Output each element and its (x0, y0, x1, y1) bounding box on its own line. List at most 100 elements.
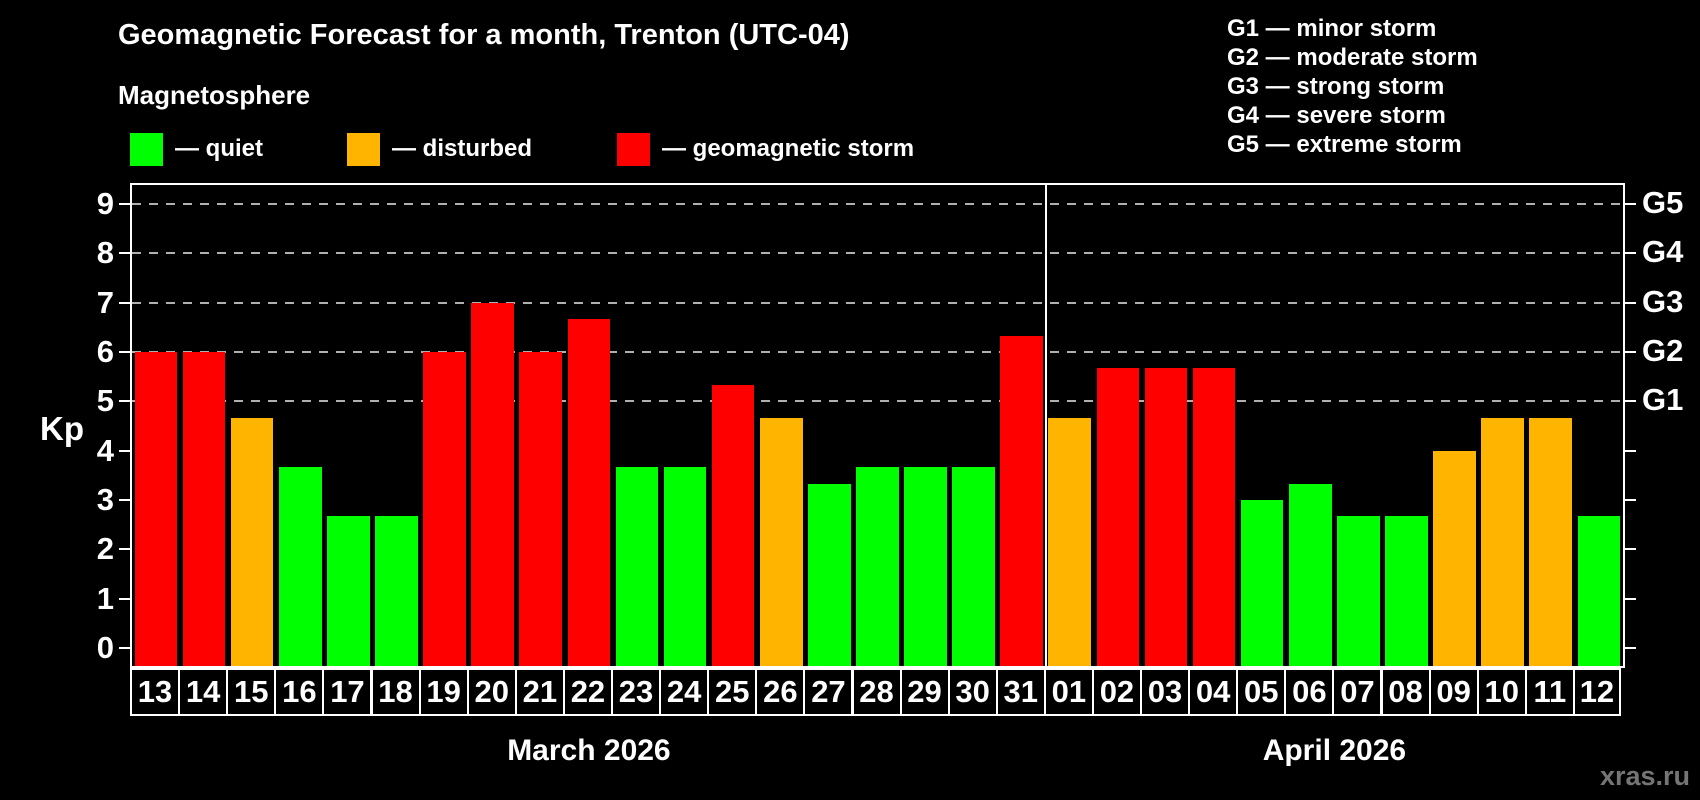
date-axis: 13 14 15 16 17 18 19 20 21 22 23 24 25 26 27 28 29 30 31 01… (130, 668, 1625, 716)
plot-area (130, 183, 1625, 668)
right-tick-kp-5 (1625, 400, 1636, 403)
left-tick-kp-5 (119, 400, 130, 403)
chart-subtitle: Magnetosphere (118, 80, 311, 110)
date-cell-march-19: 19 (418, 668, 469, 716)
left-tick-kp-0 (119, 647, 130, 650)
chart-title: Geomagnetic Forecast for a month, Trento… (118, 19, 850, 51)
disturbed-swatch (347, 132, 380, 166)
date-cell-march-13: 13 (130, 668, 181, 716)
ytick-label-8: 8 (96, 235, 114, 271)
ytick-label-3: 3 (96, 482, 114, 518)
date-cell-march-28: 28 (851, 668, 902, 716)
date-cell-march-21: 21 (514, 668, 565, 716)
kp-bar-april-09 (1433, 450, 1476, 666)
left-tick-kp-9 (119, 202, 130, 205)
date-cell-march-26: 26 (755, 668, 806, 716)
quiet-swatch (130, 132, 163, 166)
ytick-label-9: 9 (96, 185, 114, 221)
gridline-kp-5 (132, 400, 1623, 403)
date-cell-april-12: 12 (1572, 668, 1621, 716)
month-label-0: March 2026 (507, 734, 671, 767)
left-tick-kp-2 (119, 548, 130, 551)
kp-bar-march-20 (471, 302, 514, 666)
kp-bar-april-02 (1096, 368, 1140, 666)
g-legend-line-2: G2 — moderate storm (1227, 44, 1478, 71)
ytick-label-1: 1 (96, 580, 114, 616)
date-cell-march-22: 22 (562, 668, 613, 716)
watermark: xras.ru (1599, 761, 1690, 791)
kp-bar-april-03 (1144, 368, 1188, 666)
gtick-label-G2: G2 (1642, 332, 1684, 368)
kp-bar-march-25 (711, 385, 755, 666)
kp-bar-march-18 (375, 516, 418, 666)
left-tick-kp-6 (119, 350, 130, 353)
right-tick-kp-7 (1625, 301, 1636, 304)
gtick-label-G5: G5 (1642, 184, 1684, 220)
date-cell-march-14: 14 (178, 668, 229, 716)
kp-bar-april-06 (1288, 483, 1332, 666)
right-tick-kp-9 (1625, 202, 1636, 205)
ytick-label-0: 0 (96, 630, 114, 666)
month-divider (1044, 185, 1047, 666)
kp-bar-march-15 (230, 417, 274, 666)
kp-bar-april-11 (1529, 417, 1573, 666)
right-tick-kp-1 (1625, 597, 1636, 600)
legend-item-label: — quiet (175, 135, 263, 162)
date-cell-april-04: 04 (1188, 668, 1239, 716)
kp-bar-april-04 (1192, 368, 1236, 666)
date-cell-march-30: 30 (947, 668, 998, 716)
date-cell-march-24: 24 (659, 668, 710, 716)
kp-bar-march-27 (808, 483, 851, 666)
kp-bar-march-29 (904, 467, 947, 666)
date-cell-march-18: 18 (370, 668, 421, 716)
date-cell-april-03: 03 (1140, 668, 1191, 716)
left-tick-kp-7 (119, 301, 130, 304)
kp-bar-march-14 (182, 351, 226, 666)
date-cell-april-11: 11 (1524, 668, 1575, 716)
left-tick-kp-4 (119, 449, 130, 452)
gridline-kp-7 (132, 301, 1623, 304)
date-cell-march-15: 15 (226, 668, 277, 716)
kp-bar-april-01 (1048, 417, 1092, 666)
ytick-label-6: 6 (96, 333, 114, 369)
date-cell-april-07: 07 (1332, 668, 1383, 716)
date-cell-april-09: 09 (1428, 668, 1479, 716)
gridline-kp-8 (132, 252, 1623, 255)
date-cell-april-02: 02 (1091, 668, 1142, 716)
date-cell-april-06: 06 (1284, 668, 1335, 716)
g-legend-line-5: G5 — extreme storm (1227, 131, 1462, 158)
month-label-1: April 2026 (1262, 734, 1407, 767)
gridline-kp-6 (132, 350, 1623, 353)
right-tick-kp-3 (1625, 499, 1636, 502)
date-cell-april-08: 08 (1380, 668, 1431, 716)
right-tick-kp-0 (1625, 647, 1636, 650)
left-tick-kp-8 (119, 252, 130, 255)
kp-axis-label: Kp (40, 410, 84, 447)
ytick-label-7: 7 (96, 284, 114, 320)
date-cell-march-20: 20 (466, 668, 517, 716)
legend-item-storm: — geomagnetic storm (617, 131, 914, 167)
gtick-label-G3: G3 (1642, 283, 1684, 319)
kp-bar-march-26 (759, 417, 803, 666)
right-tick-kp-4 (1625, 449, 1636, 452)
kp-bar-march-19 (423, 351, 466, 666)
date-cell-april-01: 01 (1043, 668, 1094, 716)
date-cell-march-27: 27 (803, 668, 854, 716)
right-tick-kp-8 (1625, 252, 1636, 255)
storm-swatch (617, 132, 650, 166)
date-cell-march-16: 16 (274, 668, 325, 716)
date-cell-march-23: 23 (611, 668, 662, 716)
g-scale-legend: G1 — minor storm G2 — moderate storm G3 — … (1227, 14, 1478, 159)
kp-bar-march-23 (615, 467, 659, 666)
kp-bar-april-10 (1481, 417, 1524, 666)
gtick-label-G1: G1 (1642, 382, 1684, 418)
right-tick-kp-2 (1625, 548, 1636, 551)
date-cell-march-29: 29 (899, 668, 950, 716)
kp-bar-march-22 (567, 318, 611, 666)
legend-item-label: — geomagnetic storm (662, 135, 915, 162)
kp-bar-march-24 (663, 467, 707, 666)
ytick-label-2: 2 (96, 531, 114, 567)
kp-bar-april-07 (1337, 516, 1380, 666)
legend-item-quiet: — quiet (130, 131, 263, 167)
